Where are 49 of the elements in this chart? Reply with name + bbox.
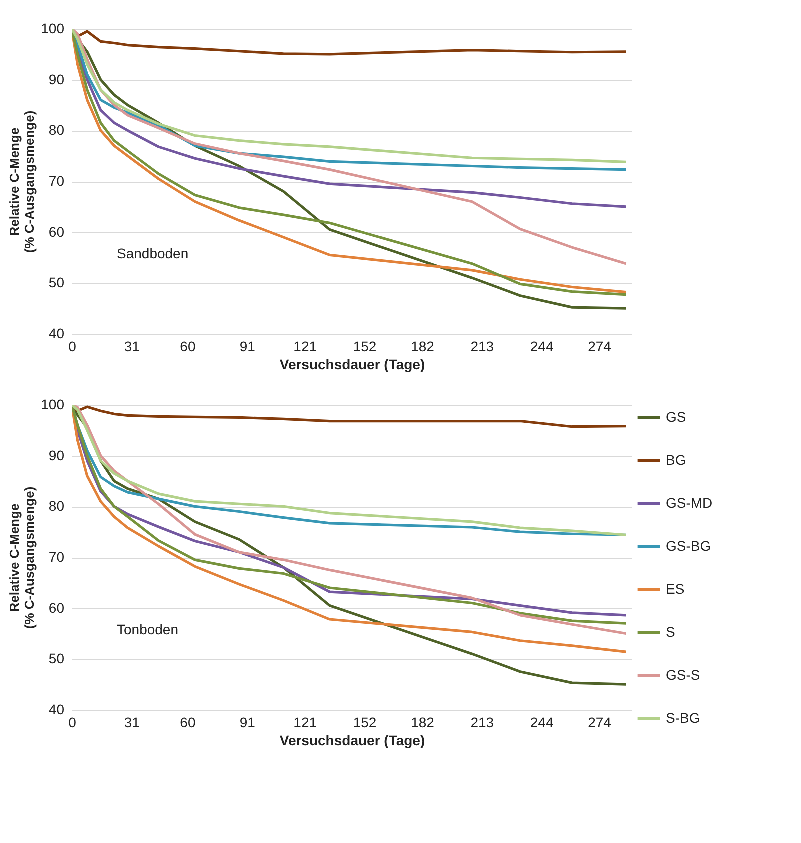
x-axis-title: Versuchsdauer (Tage): [280, 356, 426, 372]
x-tick-label: 60: [180, 714, 196, 730]
x-tick-label: 152: [353, 714, 377, 730]
x-tick-label: 182: [411, 714, 435, 730]
y-tick-label: 60: [48, 224, 65, 240]
legend-label: GS: [666, 409, 686, 425]
y-tick-label: 90: [48, 447, 65, 464]
y-tick-label: 40: [48, 702, 65, 718]
y-tick-label: 70: [48, 173, 65, 189]
y-tick-label: 60: [48, 600, 65, 616]
y-tick-label: 50: [48, 650, 65, 667]
y-tick-label: 50: [48, 274, 65, 291]
x-tick-label: 182: [411, 338, 435, 354]
x-tick-label: 91: [240, 338, 256, 354]
x-axis-title: Versuchsdauer (Tage): [280, 732, 426, 748]
y-tick-label: 70: [48, 549, 65, 565]
x-tick-label: 0: [68, 714, 77, 730]
y-tick-label: 100: [41, 396, 65, 412]
x-tick-label: 213: [470, 714, 494, 730]
x-tick-label: 244: [530, 714, 554, 730]
legend-label: S: [666, 624, 676, 640]
x-tick-label: 274: [588, 338, 612, 354]
legend-label: S-BG: [666, 710, 700, 726]
x-tick-label: 213: [470, 338, 494, 354]
x-tick-label: 31: [124, 714, 140, 730]
y-tick-label: 80: [48, 498, 65, 514]
x-tick-label: 31: [124, 338, 140, 354]
x-tick-label: 91: [240, 714, 256, 730]
x-tick-label: 244: [530, 338, 554, 354]
y-tick-label: 100: [41, 20, 65, 36]
legend-label: GS-BG: [666, 538, 712, 554]
legend-label: GS-MD: [666, 495, 713, 511]
x-tick-label: 121: [294, 338, 318, 354]
x-tick-label: 0: [68, 338, 77, 354]
x-tick-label: 121: [294, 714, 318, 730]
y-tick-label: 80: [48, 122, 65, 138]
x-tick-label: 274: [588, 714, 612, 730]
y-tick-label: 90: [48, 71, 65, 88]
annotation: Sandboden: [117, 246, 189, 262]
legend-label: GS-S: [666, 667, 700, 683]
legend-label: BG: [666, 452, 686, 468]
x-tick-label: 60: [180, 338, 196, 354]
y-axis-title: Relative C-Menge (% C-Ausgangsmenge): [7, 110, 38, 254]
legend-label: ES: [666, 581, 685, 597]
line-series: [72, 405, 628, 428]
x-tick-label: 152: [353, 338, 377, 354]
y-axis-title: Relative C-Menge (% C-Ausgangsmenge): [7, 486, 38, 630]
y-tick-label: 40: [48, 326, 65, 342]
annotation: Tonboden: [117, 622, 179, 638]
